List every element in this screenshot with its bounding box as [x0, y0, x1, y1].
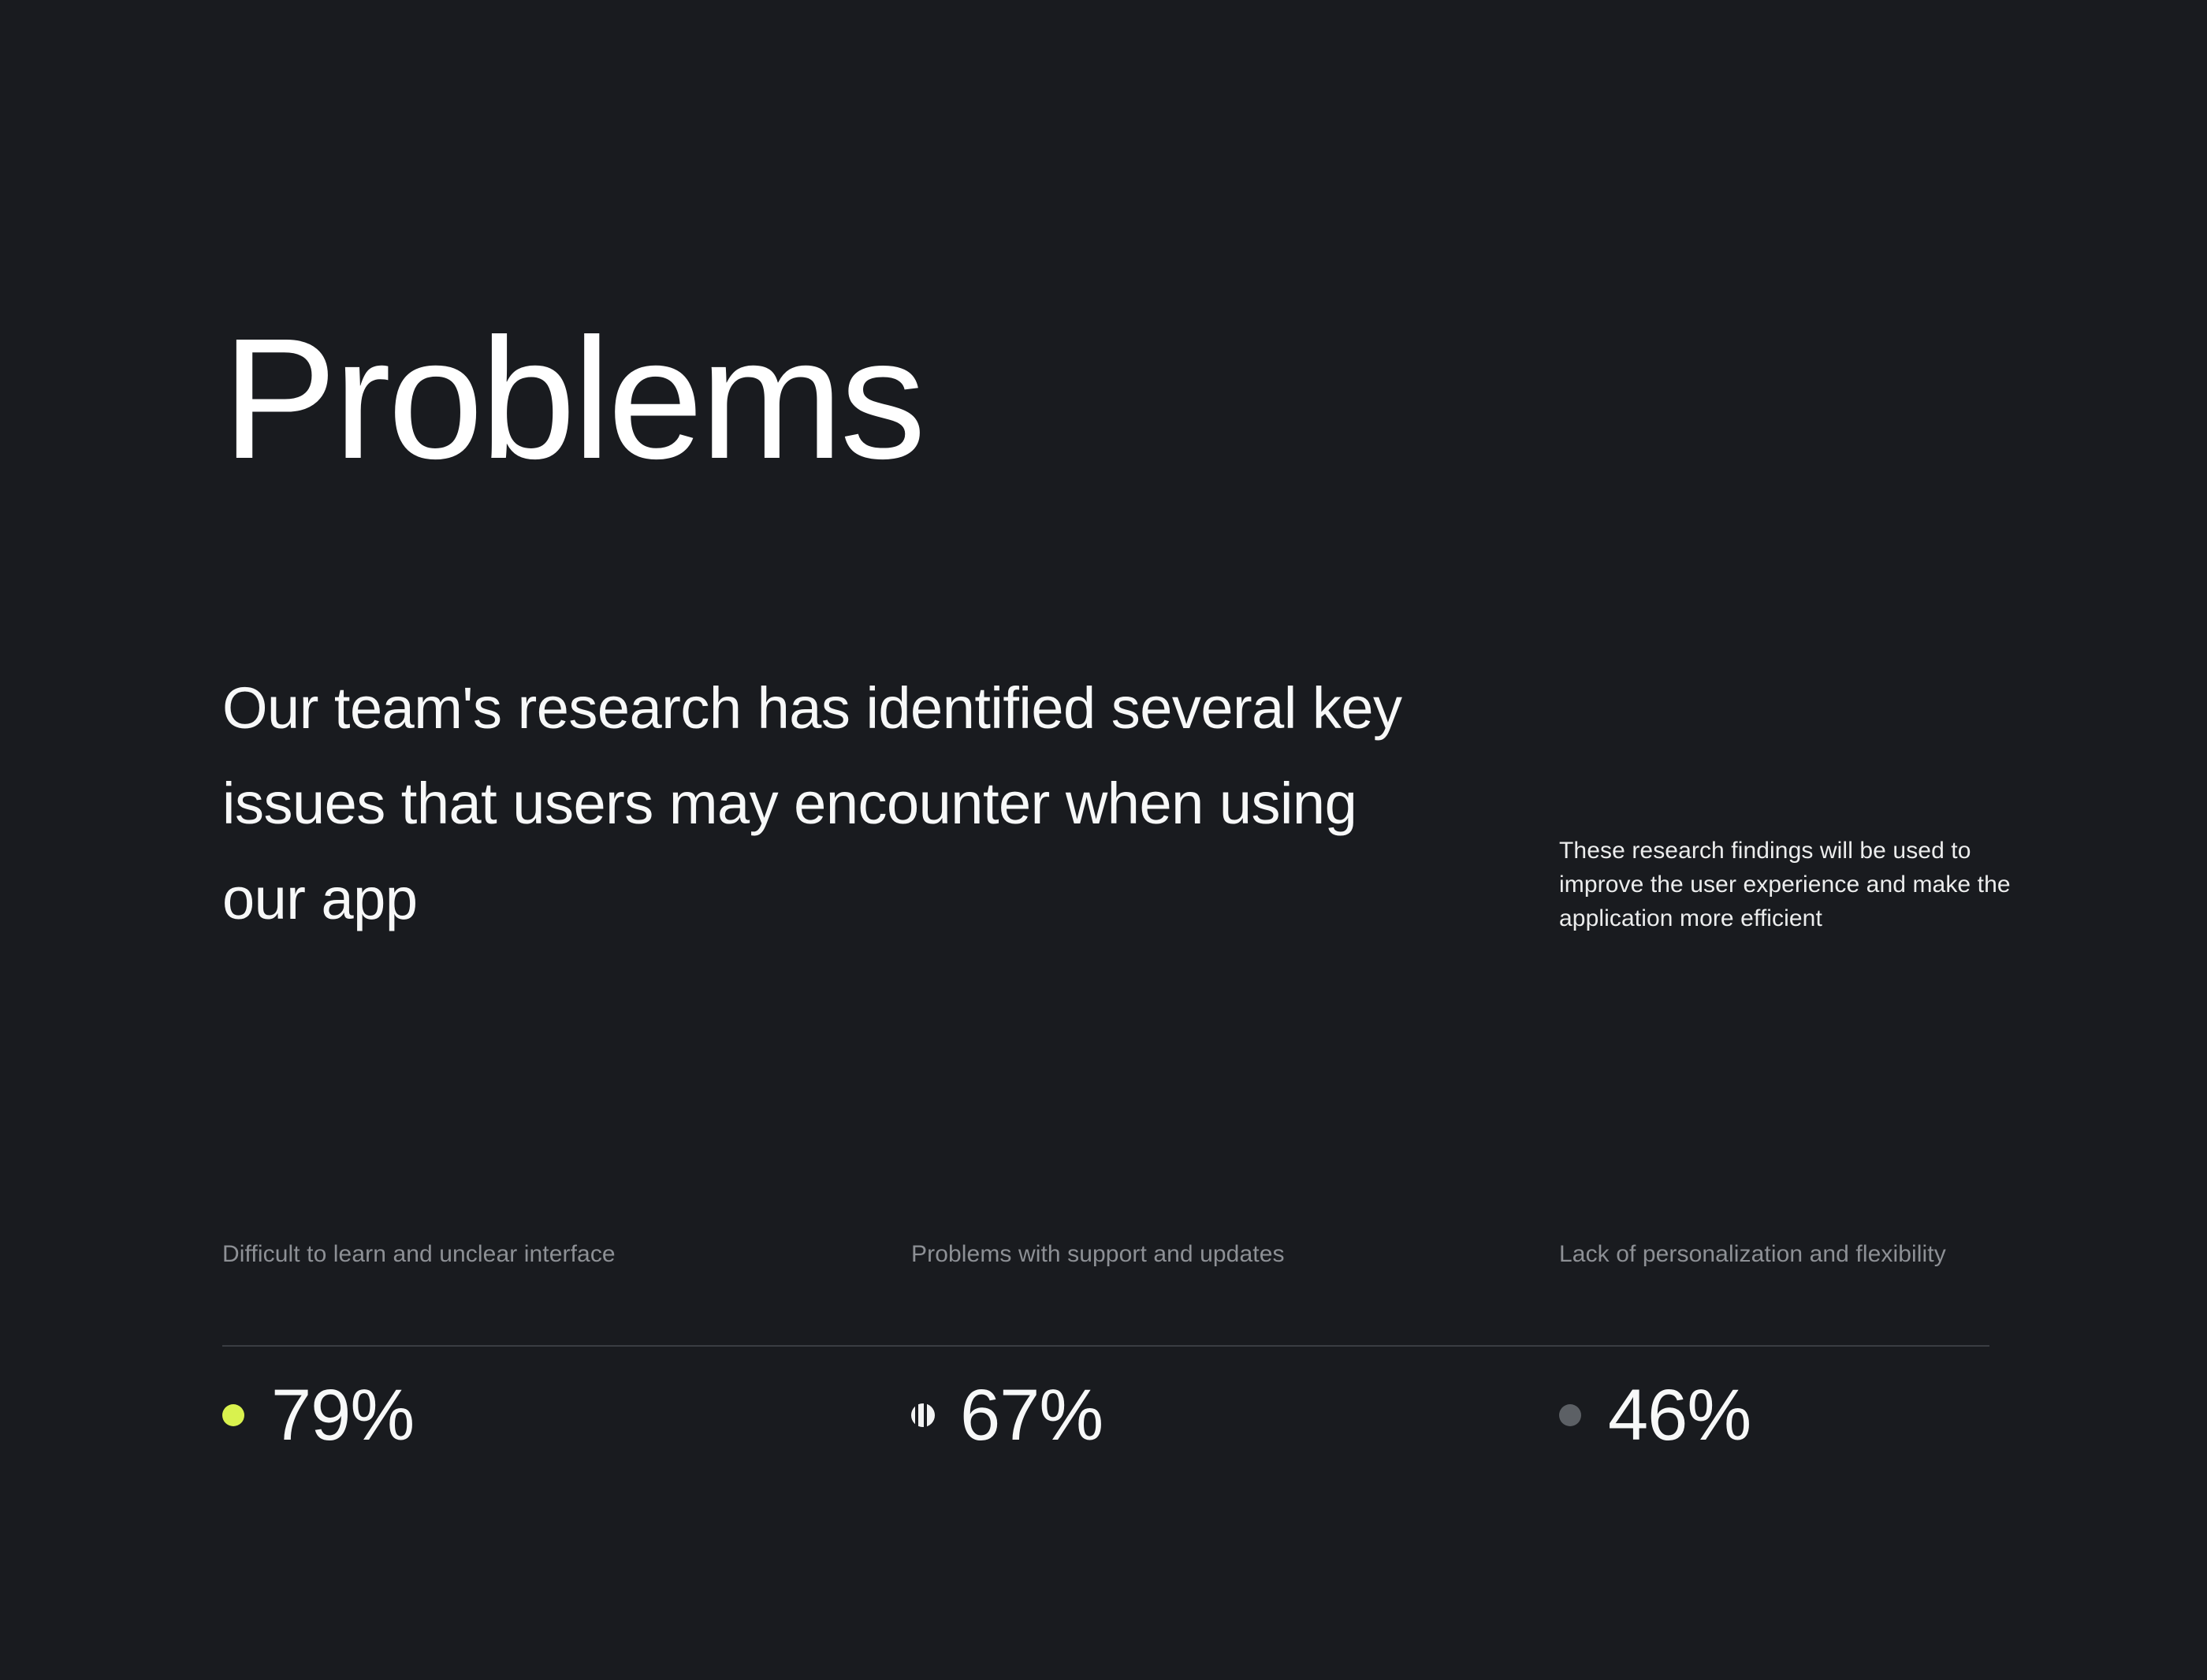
stats-band: Difficult to learn and unclear interface…: [222, 1237, 1989, 1455]
stats-values-row: 79% 67% 46%: [222, 1376, 1989, 1486]
dot-lime-icon: [222, 1404, 244, 1426]
stat-label-0: Difficult to learn and unclear interface: [222, 1241, 616, 1267]
stat-label-2: Lack of personalization and flexibility: [1559, 1241, 1946, 1267]
dot-grey-icon: [1559, 1404, 1581, 1426]
stats-divider: [222, 1345, 1989, 1347]
striped-circle-icon: [911, 1403, 935, 1427]
stat-marker-slot-2: [1559, 1404, 1608, 1426]
stat-value-1: 67%: [960, 1375, 1104, 1455]
stat-item-0: 79%: [222, 1375, 415, 1455]
side-note: These research findings will be used to …: [1559, 838, 2011, 931]
stat-label-1: Problems with support and updates: [911, 1241, 1285, 1267]
stat-value-2: 46%: [1608, 1375, 1751, 1455]
stats-labels-row: Difficult to learn and unclear interface…: [222, 1237, 1989, 1338]
page-title: Problems: [222, 303, 926, 495]
stat-value-0: 79%: [271, 1375, 415, 1455]
stat-item-1: 67%: [911, 1375, 1104, 1455]
stat-item-2: 46%: [1559, 1376, 1751, 1455]
stat-marker-slot-1: [911, 1403, 960, 1427]
stat-marker-slot-0: [222, 1404, 271, 1426]
lede-paragraph: Our team's research has identified sever…: [222, 675, 1402, 931]
